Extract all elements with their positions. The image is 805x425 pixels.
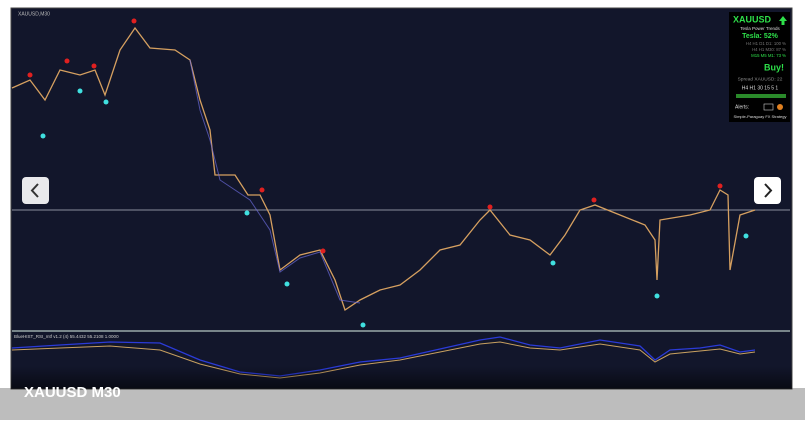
chart-area (10, 7, 793, 390)
backdrop (0, 388, 805, 420)
panel-subtitle: Tesla Power Trends (740, 26, 780, 31)
panel-signal: Buy! (764, 62, 784, 72)
caption-shade (11, 366, 792, 389)
indicator-blue (11, 336, 756, 377)
panel-strategy: Simple-Paraguay FX Strategy (734, 114, 787, 119)
panel-bg (729, 12, 790, 122)
panel-symbol: XAUUSD (733, 14, 772, 24)
panel-row: M15 M5 M1: 73 % (751, 53, 786, 58)
caption: XAUUSD M30 (24, 384, 121, 401)
mail-icon (763, 103, 774, 111)
phone-icon (777, 104, 783, 110)
panel-row: H4 H1 D1 D1: 100 % (746, 41, 786, 46)
panel-timeframes: H4 H1 30 15 5 1 (742, 85, 779, 91)
panel-alerts: Alerts: (735, 104, 749, 110)
price-series-shadow (189, 59, 361, 304)
next-button[interactable] (754, 177, 781, 204)
indicator-label: BlueHIST_RSI_mtf v1.2 (4) 55.4432 55.210… (14, 334, 119, 339)
indicator-orange (11, 341, 756, 379)
panel-row: H4 H1 M30: 87 % (752, 47, 786, 52)
sell-arrows (27, 18, 723, 254)
next-chevron[interactable] (764, 183, 773, 198)
buy-arrows (40, 88, 749, 328)
price-series (11, 26, 756, 312)
panel-spread: Spread XAUUSD: 22 (738, 76, 783, 82)
panel-tesla: Tesla: 52% (742, 33, 778, 40)
prev-chevron[interactable] (30, 183, 39, 198)
prev-button-bg[interactable] (22, 177, 49, 204)
window-title: XAUUSD,M30 (18, 11, 50, 17)
up-icon (779, 16, 787, 25)
panel-bar (736, 94, 786, 98)
info-panel: XAUUSD Tesla Power Trends Tesla: 52% H4 … (729, 12, 790, 122)
prev-button[interactable] (22, 177, 49, 204)
next-button-bg[interactable] (754, 177, 781, 204)
